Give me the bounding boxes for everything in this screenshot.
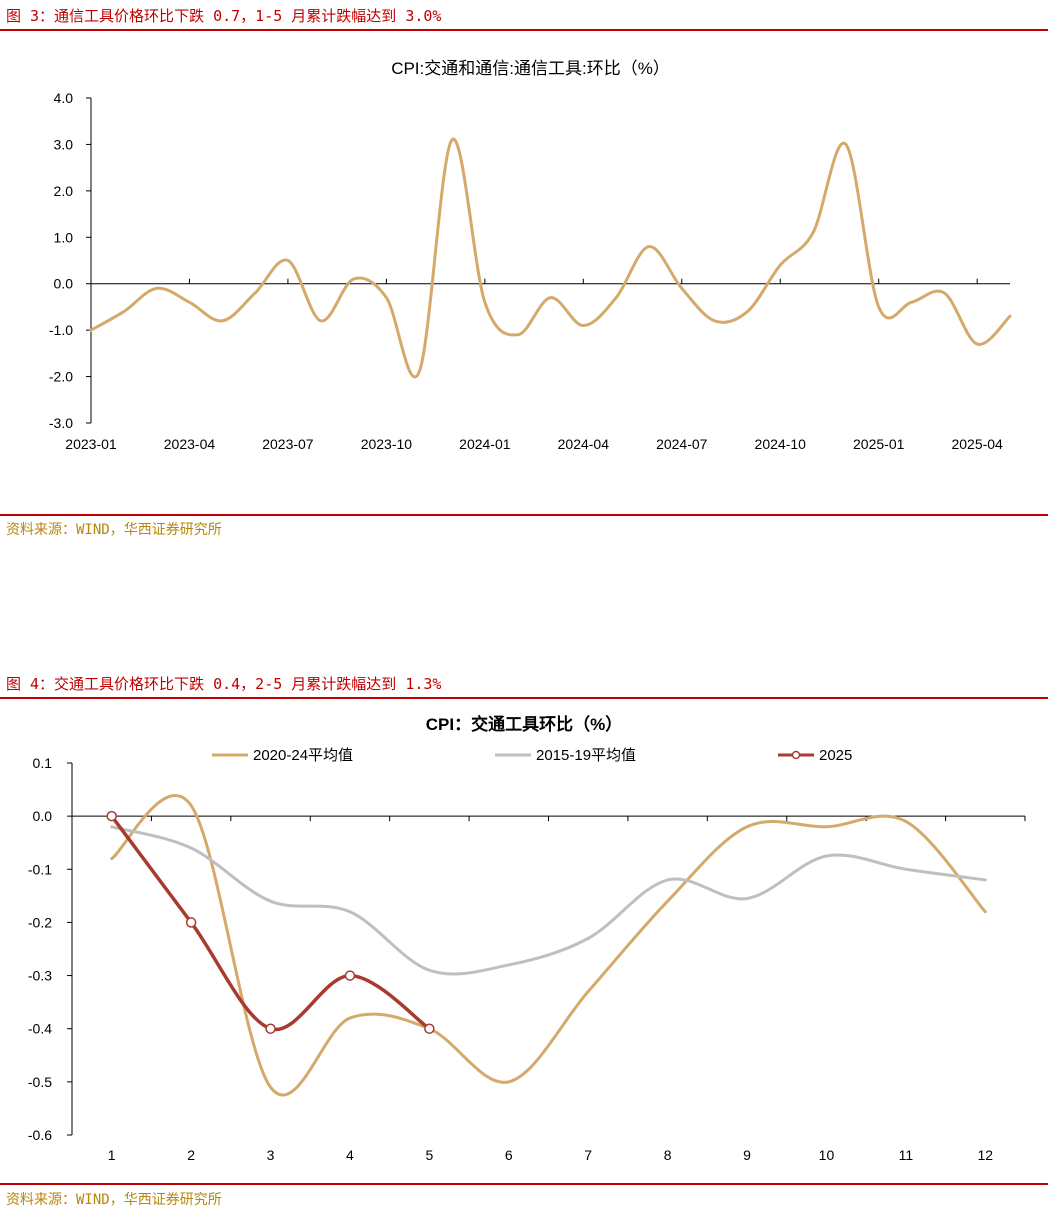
- y-tick-label: 4.0: [54, 90, 74, 106]
- x-tick-label: 2024-04: [558, 436, 610, 452]
- x-tick-label: 2023-10: [361, 436, 413, 452]
- y-tick-label: -0.4: [28, 1021, 52, 1037]
- x-tick-label: 2024-10: [755, 436, 807, 452]
- x-tick-label: 7: [584, 1147, 592, 1163]
- x-tick-label: 4: [346, 1147, 354, 1163]
- x-tick-label: 5: [425, 1147, 433, 1163]
- figure-3-top-rule: [0, 29, 1048, 31]
- data-point-2025: [344, 970, 356, 981]
- x-tick-label: 2023-01: [65, 436, 117, 452]
- chart-title: CPI:交通和通信:通信工具:环比（%）: [391, 59, 670, 78]
- y-tick-label: 0.0: [54, 276, 74, 292]
- x-tick-label: 10: [819, 1147, 835, 1163]
- figure-4-top-rule: [0, 697, 1048, 699]
- x-tick-label: 2023-07: [262, 436, 314, 452]
- legend-marker: [791, 750, 801, 760]
- legend-label: 2020-24平均值: [253, 747, 353, 764]
- y-tick-label: -2.0: [49, 369, 73, 385]
- y-tick-label: -3.0: [49, 415, 73, 431]
- y-tick-label: -1.0: [49, 322, 73, 338]
- x-tick-label: 9: [743, 1147, 751, 1163]
- x-tick-label: 1: [108, 1147, 116, 1163]
- data-point-2025: [265, 1023, 276, 1034]
- y-tick-label: -0.2: [28, 914, 52, 930]
- figure-4-caption: 图 4：交通工具价格环比下跌 0.4，2-5 月累计跌幅达到 1.3%: [6, 675, 442, 693]
- x-tick-label: 2025-01: [853, 436, 905, 452]
- figure-3-caption: 图 3：通信工具价格环比下跌 0.7，1-5 月累计跌幅达到 3.0%: [6, 7, 442, 25]
- y-tick-label: -0.5: [28, 1074, 52, 1090]
- x-tick-label: 6: [505, 1147, 513, 1163]
- figure-3-bottom-rule: [0, 514, 1048, 516]
- chart-title: CPI：交通工具环比（%）: [426, 714, 622, 734]
- series-line-2020-24平均值: [110, 794, 987, 1097]
- y-tick-label: 0.1: [33, 755, 53, 771]
- x-tick-label: 12: [978, 1147, 994, 1163]
- y-tick-label: -0.3: [28, 968, 52, 984]
- series-line-2025: [109, 814, 432, 1032]
- x-tick-label: 2024-01: [459, 436, 511, 452]
- y-tick-label: -0.1: [28, 861, 52, 877]
- figure-4-bottom-rule: [0, 1183, 1048, 1185]
- y-tick-label: 1.0: [54, 229, 74, 245]
- x-tick-label: 2: [187, 1147, 195, 1163]
- figure-4-source: 资料来源：WIND，华西证券研究所: [6, 1192, 222, 1208]
- data-point-2025: [185, 917, 197, 928]
- y-tick-label: 0.0: [33, 808, 53, 824]
- series-line-communication-tools: [89, 138, 1012, 379]
- x-tick-label: 3: [267, 1147, 275, 1163]
- y-tick-label: 2.0: [54, 183, 74, 199]
- legend-label: 2025: [819, 747, 852, 764]
- x-tick-label: 2023-04: [164, 436, 216, 452]
- y-tick-label: 3.0: [54, 136, 74, 152]
- series-line-2015-19平均值: [110, 825, 987, 976]
- y-tick-label: -0.6: [28, 1127, 52, 1143]
- legend-label: 2015-19平均值: [536, 747, 636, 764]
- chart-communication-tools: CPI:交通和通信:通信工具:环比（%） 4.0 3.0 2.0 1.0 0.0 -1.0 -…: [49, 59, 1012, 452]
- x-tick-label: 2025-04: [951, 436, 1003, 452]
- data-point-2025: [424, 1023, 435, 1034]
- x-tick-label: 8: [664, 1147, 672, 1163]
- chart-transport-tools: CPI：交通工具环比（%） 2020-24平均值 2015-19平均值 2025 0.1…: [28, 714, 1026, 1163]
- data-point-2025: [106, 810, 117, 822]
- x-tick-label: 2024-07: [656, 436, 708, 452]
- x-tick-label: 11: [899, 1147, 914, 1163]
- figure-3-source: 资料来源：WIND，华西证券研究所: [6, 522, 222, 538]
